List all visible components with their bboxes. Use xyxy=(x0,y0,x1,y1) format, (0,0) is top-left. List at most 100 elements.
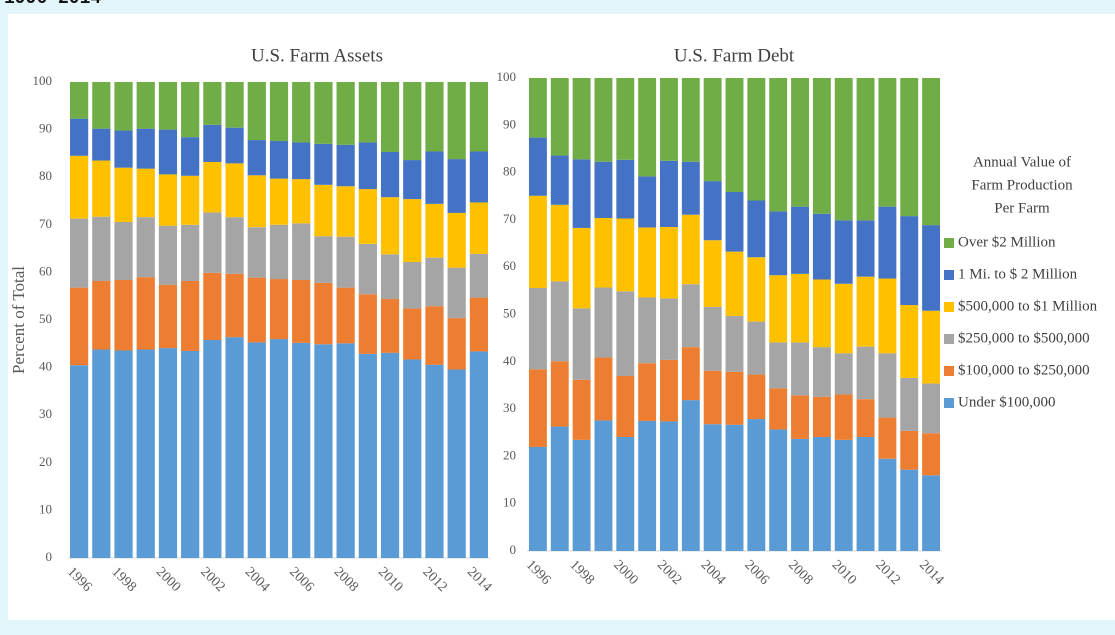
legend-label: Over $2 Million xyxy=(958,234,1056,250)
bar-segment xyxy=(594,218,613,288)
bar-segment xyxy=(725,315,744,372)
bar-segment xyxy=(638,420,657,551)
bar-segment xyxy=(314,344,333,558)
bar-segment xyxy=(681,284,700,348)
bar-segment xyxy=(616,375,635,438)
bar-segment xyxy=(550,281,569,362)
bar-segment xyxy=(92,128,111,161)
bar-segment xyxy=(594,78,613,162)
bar-segment xyxy=(900,78,919,217)
bar-segment xyxy=(791,342,809,396)
bar-segment xyxy=(747,257,766,322)
bar-segment xyxy=(425,306,444,365)
bar-segment xyxy=(380,299,400,353)
bar-segment xyxy=(136,277,155,350)
bar-segment xyxy=(269,82,289,142)
bar-segment xyxy=(812,213,831,280)
bar-segment xyxy=(380,197,400,255)
legend-swatch xyxy=(944,270,954,280)
bar-segment xyxy=(225,82,244,128)
legend-swatch xyxy=(944,366,954,376)
bar-segment xyxy=(292,280,311,343)
y-tick-label: 40 xyxy=(39,359,52,374)
bar-segment xyxy=(922,310,941,384)
bar-segment xyxy=(403,199,422,262)
bar-segment xyxy=(747,200,766,258)
bar-segment xyxy=(660,298,678,360)
bar-segment xyxy=(528,288,547,370)
bar-segment xyxy=(769,388,788,430)
bar-segment xyxy=(336,144,355,187)
bar-segment xyxy=(181,350,200,558)
bar-segment xyxy=(660,226,678,299)
bar-segment xyxy=(769,78,788,212)
bar-segment xyxy=(703,240,722,307)
bar-segment xyxy=(469,82,489,152)
bar-segment xyxy=(922,475,941,551)
bar-segment xyxy=(900,430,919,470)
bar-segment xyxy=(725,424,744,551)
bar-segment xyxy=(900,469,919,551)
bar-segment xyxy=(834,283,853,354)
header-text: 1996-2014 xyxy=(4,0,101,9)
bar-segment xyxy=(158,225,178,285)
bar-segment xyxy=(594,161,613,219)
bar-segment xyxy=(114,350,133,558)
bar-segment xyxy=(769,211,788,276)
bar-segment xyxy=(358,353,377,558)
bar-segment xyxy=(703,424,722,551)
y-tick-label: 80 xyxy=(503,164,516,179)
bar-segment xyxy=(203,272,222,340)
bar-segment xyxy=(447,318,466,370)
bar-segment xyxy=(900,216,919,306)
bar-segment xyxy=(638,176,657,228)
bar-segment xyxy=(834,220,853,284)
bar-segment xyxy=(269,224,289,280)
bar-segment xyxy=(660,78,678,161)
legend-title: Farm Production xyxy=(971,177,1073,193)
bar-segment xyxy=(572,308,591,380)
bar-segment xyxy=(380,254,400,300)
y-tick-label: 60 xyxy=(503,258,516,273)
bar-segment xyxy=(638,227,657,298)
bar-segment xyxy=(425,82,444,152)
bar-segment xyxy=(703,370,722,425)
bar-segment xyxy=(292,223,311,281)
bar-segment xyxy=(136,82,155,129)
bar-segment xyxy=(425,364,444,558)
bar-segment xyxy=(336,82,355,145)
bar-segment xyxy=(425,257,444,307)
bar-segment xyxy=(292,179,311,224)
bar-segment xyxy=(380,82,400,152)
bar-segment xyxy=(69,218,89,288)
bar-segment xyxy=(572,227,591,309)
bar-segment xyxy=(878,278,897,354)
y-tick-label: 70 xyxy=(39,216,52,231)
bar-segment xyxy=(225,163,244,218)
y-tick-label: 40 xyxy=(503,353,516,368)
bar-segment xyxy=(447,267,466,319)
bar-segment xyxy=(358,294,377,354)
bar-segment xyxy=(314,184,333,237)
bar-segment xyxy=(747,321,766,375)
bar-segment xyxy=(791,438,809,551)
bar-segment xyxy=(336,343,355,558)
bar-segment xyxy=(681,400,700,551)
bar-segment xyxy=(812,437,831,551)
y-tick-label: 50 xyxy=(503,305,516,320)
y-tick-label: 10 xyxy=(39,501,52,516)
bar-segment xyxy=(269,279,289,340)
bar-segment xyxy=(703,306,722,371)
bar-segment xyxy=(447,159,466,213)
bar-segment xyxy=(594,357,613,421)
bar-segment xyxy=(69,82,89,119)
bar-segment xyxy=(703,78,722,182)
bar-segment xyxy=(703,181,722,241)
bar-segment xyxy=(791,395,809,439)
bar-segment xyxy=(92,349,111,558)
bar-segment xyxy=(469,253,489,298)
bar-segment xyxy=(181,137,200,176)
bar-segment xyxy=(856,437,875,551)
